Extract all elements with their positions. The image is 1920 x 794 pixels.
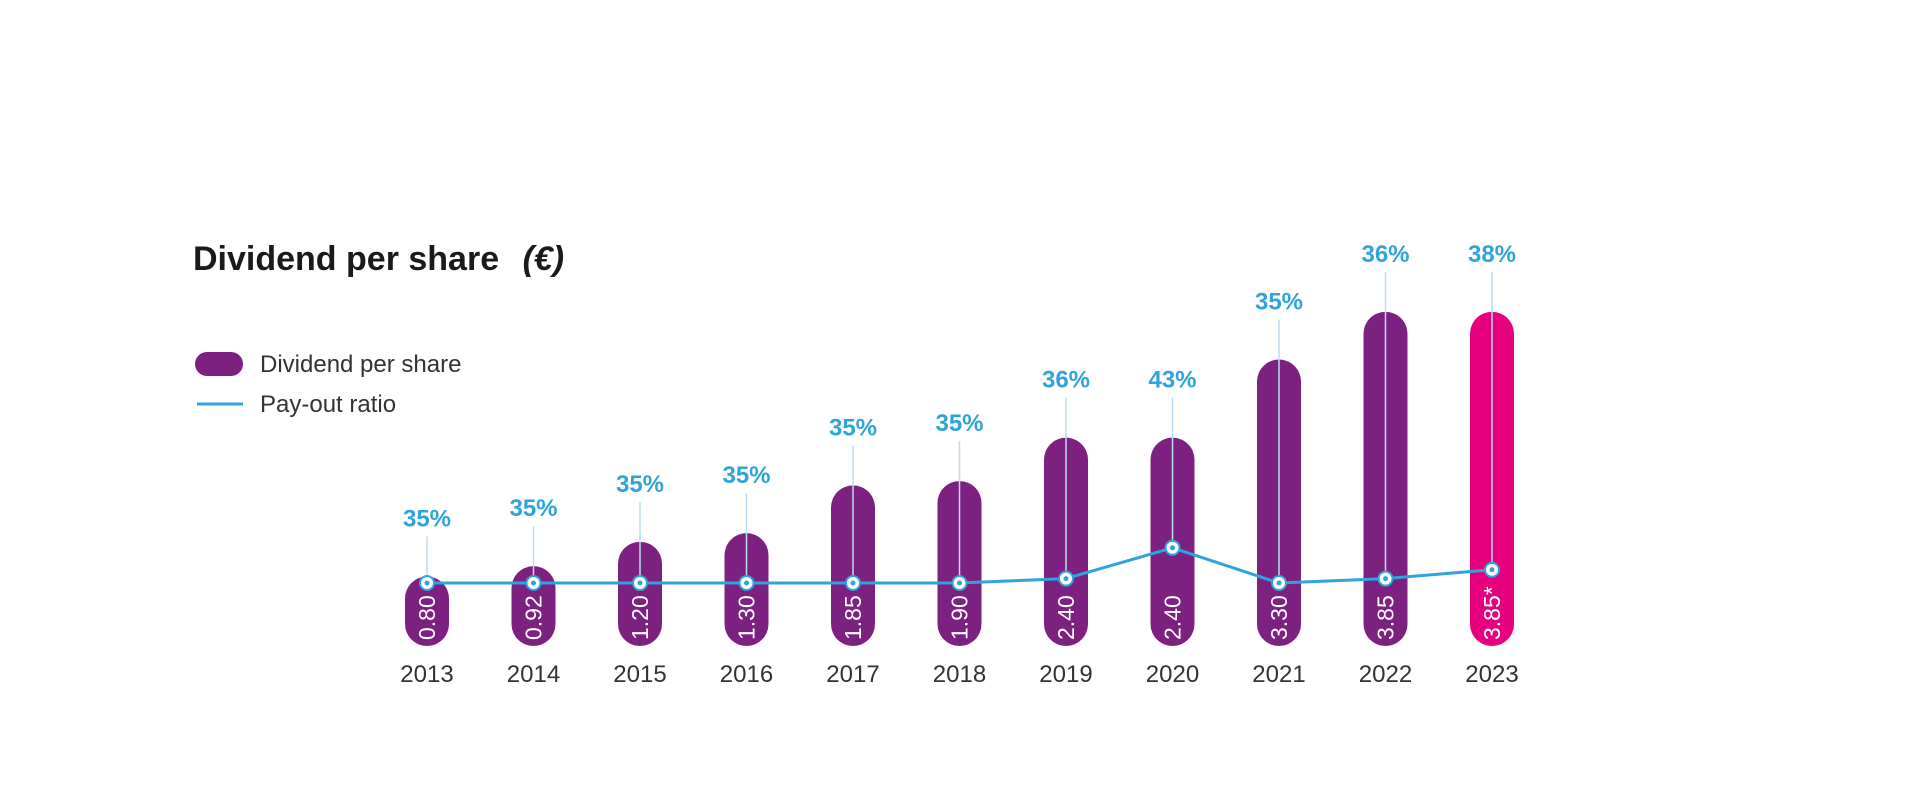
ratio-label-2015: 35% xyxy=(616,471,664,498)
value-label-2014: 0.92 xyxy=(521,595,547,640)
year-label-2015: 2015 xyxy=(613,661,666,688)
year-label-2020: 2020 xyxy=(1146,661,1199,688)
ratio-label-2020: 43% xyxy=(1148,367,1196,394)
payout-point-2018 xyxy=(951,575,968,591)
legend-swatch-dividend xyxy=(195,352,243,376)
year-label-2013: 2013 xyxy=(400,661,453,688)
year-label-2018: 2018 xyxy=(933,661,986,688)
payout-point-2021 xyxy=(1271,575,1287,591)
bar-2013 xyxy=(405,576,449,646)
legend-label-dividend: Dividend per share xyxy=(260,351,461,378)
payout-point-2015 xyxy=(632,575,648,591)
payout-point-2020 xyxy=(1164,539,1181,556)
year-label-2014: 2014 xyxy=(507,661,560,688)
value-label-2013: 0.80 xyxy=(414,595,440,640)
stems-layer xyxy=(426,271,1493,583)
bar-2015 xyxy=(618,541,662,646)
ratio-label-2016: 35% xyxy=(722,462,770,489)
payout-line-layer xyxy=(419,539,1500,591)
legend: Dividend per share Pay-out ratio xyxy=(195,351,461,418)
payout-point-2023 xyxy=(1484,561,1500,578)
value-label-2017: 1.85 xyxy=(840,595,866,640)
value-label-2021: 3.30 xyxy=(1266,595,1292,640)
payout-point-2014 xyxy=(525,575,542,591)
value-label-2023: 3.85* xyxy=(1479,586,1505,640)
value-label-2019: 2.40 xyxy=(1053,595,1079,640)
ratio-label-2022: 36% xyxy=(1361,241,1409,268)
value-label-2015: 1.20 xyxy=(627,595,653,640)
ratio-label-2019: 36% xyxy=(1042,367,1090,394)
payout-point-2019 xyxy=(1058,570,1074,587)
year-label-2023: 2023 xyxy=(1465,661,1518,688)
payout-point-2017 xyxy=(845,575,861,591)
year-label-2021: 2021 xyxy=(1252,661,1305,688)
year-label-2017: 2017 xyxy=(826,661,879,688)
svg-text:Dividend per share (€): Dividend per share (€) xyxy=(193,240,564,278)
value-label-2018: 1.90 xyxy=(947,595,973,640)
legend-label-payout: Pay-out ratio xyxy=(260,391,396,418)
year-label-2016: 2016 xyxy=(720,661,773,688)
year-label-2019: 2019 xyxy=(1039,661,1092,688)
value-label-2016: 1.30 xyxy=(734,595,760,640)
labels-layer: 35% 0.80 2013 35% 0.92 2014 35% 1.20 2015 35% 1.30… xyxy=(400,241,1518,688)
bar-2014 xyxy=(511,566,556,646)
ratio-label-2013: 35% xyxy=(403,506,451,533)
payout-point-2016 xyxy=(738,575,755,591)
chart-title-text: Dividend per share xyxy=(193,240,499,278)
ratio-label-2021: 35% xyxy=(1255,289,1303,316)
ratio-label-2014: 35% xyxy=(509,495,557,522)
year-label-2022: 2022 xyxy=(1359,661,1412,688)
ratio-label-2023: 38% xyxy=(1468,241,1516,268)
payout-point-2022 xyxy=(1377,570,1394,587)
chart-title-unit: (€) xyxy=(523,240,565,278)
value-label-2020: 2.40 xyxy=(1160,595,1186,640)
ratio-label-2017: 35% xyxy=(829,414,877,441)
payout-point-2013 xyxy=(419,575,435,591)
chart-title: Dividend per share (€) xyxy=(193,240,564,278)
ratio-label-2018: 35% xyxy=(935,410,983,437)
value-label-2022: 3.85 xyxy=(1373,595,1399,640)
